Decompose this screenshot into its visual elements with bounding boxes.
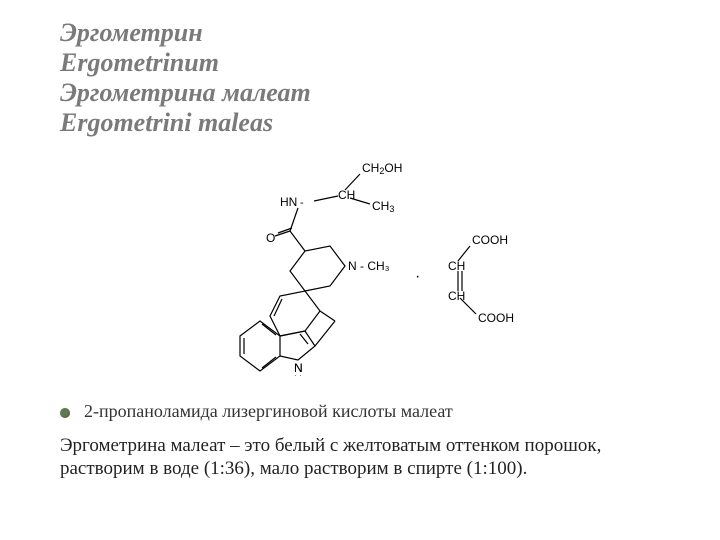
ch3-label-a: CH3 (372, 199, 394, 214)
title-line-1: Эргометрин (60, 18, 660, 48)
d-ring-icon (290, 246, 345, 291)
nh-label-n: N (294, 361, 303, 375)
chemical-structure: N N H N - CH₃ (60, 146, 660, 381)
title-block: Эргометрин Ergometrinum Эргометрина мале… (60, 18, 660, 138)
ch-m2-label: CH (448, 289, 465, 303)
dash-1: - (300, 197, 304, 209)
title-line-3: Эргометрина малеат (60, 78, 660, 108)
cooh-top-label: COOH (472, 233, 508, 247)
nch3-label: N - CH₃ (348, 259, 390, 273)
o-label: O (266, 231, 275, 245)
ch-m1-label: CH (448, 259, 465, 273)
c-ring-icon (270, 291, 320, 336)
bullet-dot-icon (60, 408, 70, 418)
bullet-row: 2-пропаноламида лизергиновой кислоты мал… (60, 401, 660, 422)
bullet-text: 2-пропаноламида лизергиновой кислоты мал… (84, 401, 453, 422)
ch2oh-label: CH2OH (362, 161, 402, 176)
sidechain-icon (275, 174, 370, 251)
ch-label-a: CH (338, 188, 355, 202)
title-line-2: Ergometrinum (60, 48, 660, 78)
salt-dot: · (415, 268, 420, 285)
slide: Эргометрин Ergometrinum Эргометрина мале… (0, 0, 720, 540)
body-paragraph: Эргометрина малеат – это белый с желтова… (60, 434, 660, 482)
maleic-acid-icon (458, 246, 476, 314)
cooh-bot-label: COOH (478, 311, 514, 325)
title-line-4: Ergometrini maleas (60, 108, 660, 138)
benzene-icon (240, 321, 280, 371)
hn-label: HN (280, 195, 297, 209)
nh-label-h: H (294, 374, 302, 376)
bridge-icon (315, 311, 335, 346)
